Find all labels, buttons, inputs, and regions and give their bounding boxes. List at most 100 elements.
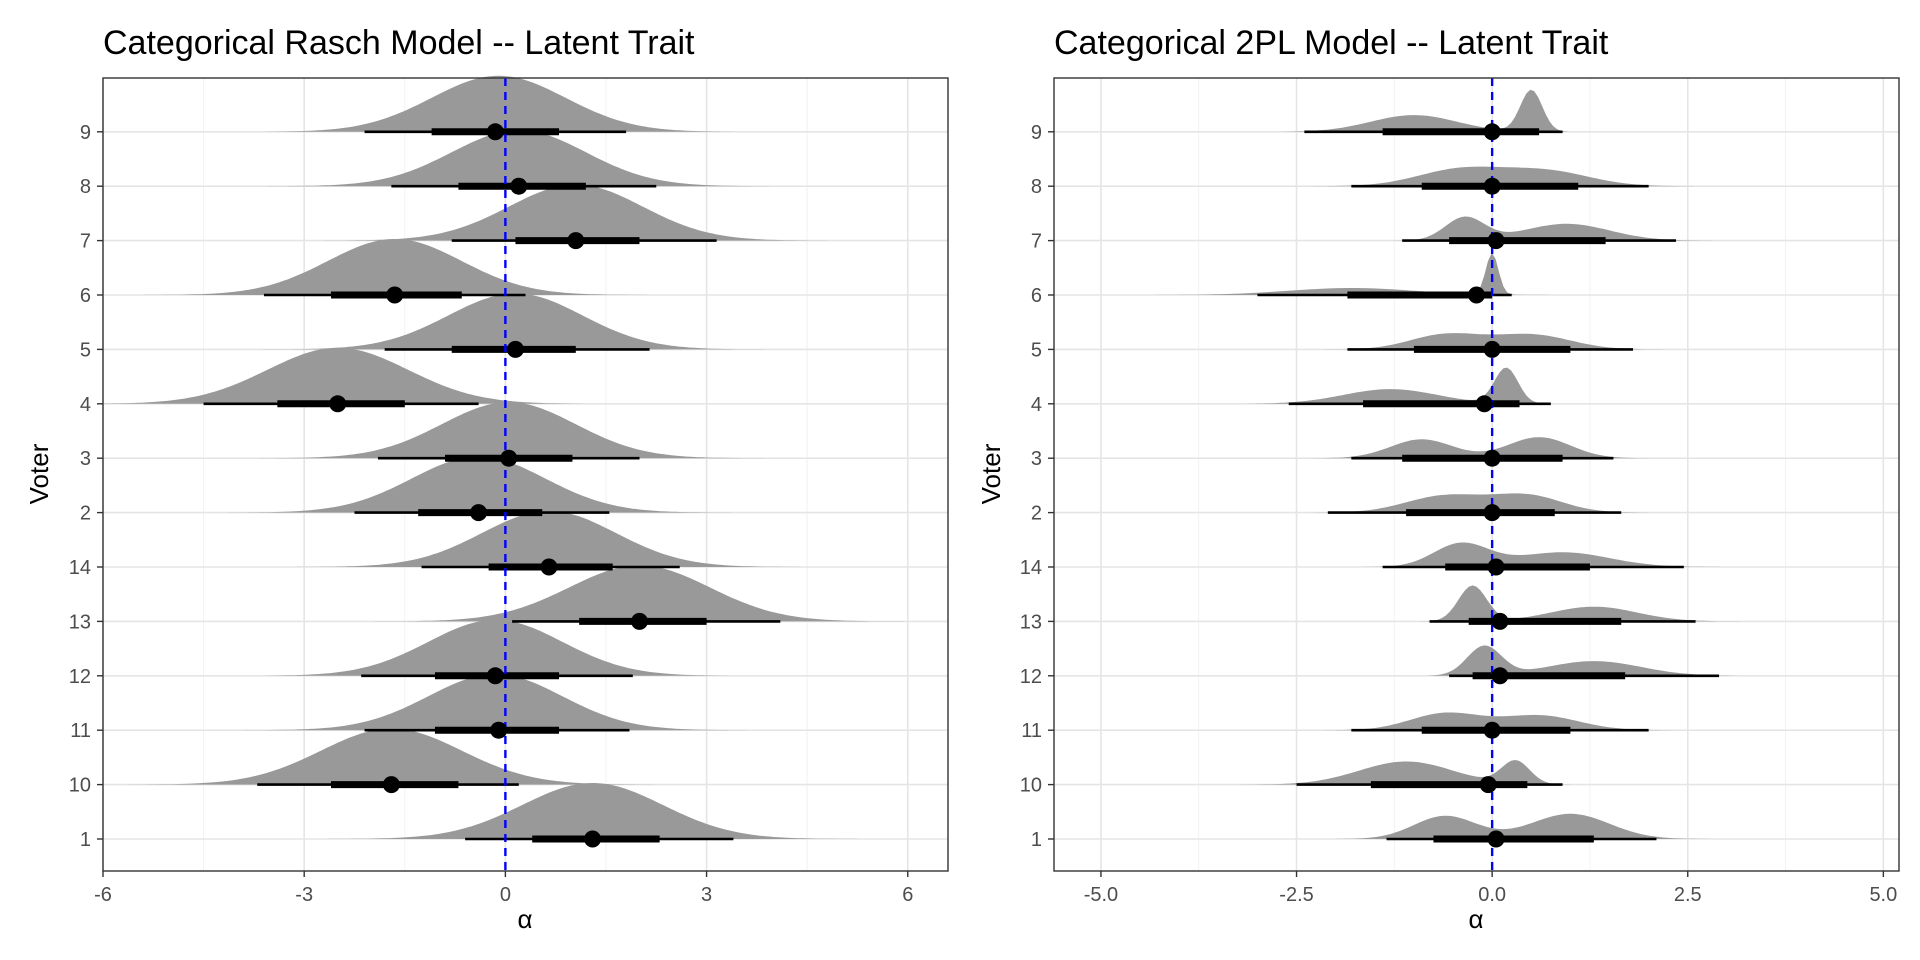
twopl-median-point-11	[1483, 721, 1501, 739]
rasch-y-tick-label: 2	[80, 503, 91, 525]
rasch-density-ridge-12	[103, 619, 948, 676]
twopl-y-tick-label: 5	[1031, 339, 1042, 361]
twopl-panel: Categorical 2PL Model -- Latent Trait 11…	[976, 24, 1900, 934]
rasch-median-point-3	[500, 449, 518, 467]
twopl-x-tick-labels: -5.0 -2.5 0.0 2.5 5.0	[1084, 871, 1897, 906]
twopl-y-tick-label: 1	[1031, 829, 1042, 851]
twopl-y-tick-label: 2	[1031, 503, 1042, 525]
twopl-x-tick-label: 2.5	[1674, 884, 1702, 906]
rasch-y-tick-label: 1	[80, 829, 91, 851]
twopl-median-point-2	[1483, 504, 1501, 522]
rasch-y-axis-title: Voter	[24, 443, 54, 504]
rasch-density-ridge-1	[103, 783, 948, 839]
rasch-density-ridge-5	[103, 293, 948, 350]
twopl-y-tick-label: 13	[1020, 611, 1042, 633]
rasch-y-tick-label: 6	[80, 285, 91, 307]
twopl-density-ridge-14	[1054, 542, 1899, 567]
rasch-median-point-13	[631, 612, 649, 630]
rasch-median-point-7	[567, 232, 585, 250]
twopl-density-ridge-13	[1054, 585, 1899, 622]
twopl-median-point-1	[1487, 830, 1505, 848]
rasch-density-ridge-8	[103, 130, 948, 187]
rasch-y-tick-label: 9	[80, 122, 91, 144]
twopl-x-tick-label: 0.0	[1478, 884, 1506, 906]
rasch-y-tick-label: 3	[80, 448, 91, 470]
twopl-median-point-3	[1483, 449, 1501, 467]
rasch-panel-title: Categorical Rasch Model -- Latent Trait	[103, 24, 695, 62]
twopl-plot-area	[1054, 78, 1899, 871]
rasch-density-ridge-3	[103, 402, 948, 459]
rasch-density-ridge-14	[103, 511, 948, 567]
rasch-density-ridge-7	[103, 184, 948, 241]
twopl-y-tick-label: 11	[1021, 720, 1042, 742]
twopl-median-point-6	[1468, 286, 1485, 304]
twopl-marks	[1054, 78, 1899, 871]
twopl-y-tick-label: 14	[1020, 557, 1042, 579]
twopl-median-point-4	[1475, 395, 1493, 413]
rasch-y-tick-label: 7	[80, 231, 91, 253]
twopl-median-point-10	[1479, 776, 1497, 794]
rasch-y-tick-label: 5	[80, 339, 91, 361]
rasch-panel-border	[102, 77, 949, 872]
rasch-y-tick-label: 14	[69, 557, 91, 579]
rasch-y-tick-label: 11	[70, 720, 91, 742]
rasch-y-tick-label: 10	[69, 775, 91, 797]
twopl-median-point-9	[1483, 123, 1501, 141]
twopl-panel-title: Categorical 2PL Model -- Latent Trait	[1054, 24, 1609, 62]
rasch-median-point-14	[540, 558, 558, 576]
rasch-density-ridge-9	[103, 75, 948, 132]
rasch-median-point-11	[490, 721, 508, 739]
twopl-y-tick-label: 10	[1020, 775, 1042, 797]
twopl-density-ridge-11	[1054, 712, 1899, 731]
twopl-density-ridge-1	[1054, 813, 1899, 839]
rasch-x-tick-label: 6	[902, 884, 913, 906]
twopl-y-axis-title: Voter	[976, 443, 1006, 504]
rasch-panel: Categorical Rasch Model -- Latent Trait …	[24, 24, 949, 934]
twopl-median-point-12	[1491, 667, 1509, 685]
rasch-x-tick-label: -6	[94, 884, 112, 906]
twopl-x-tick-label: -2.5	[1279, 884, 1313, 906]
rasch-density-ridge-10	[103, 728, 948, 785]
rasch-x-tick-labels: -6 -3 0 3 6	[94, 871, 913, 906]
rasch-x-tick-label: 3	[701, 884, 712, 906]
twopl-x-axis-title: α	[1468, 904, 1483, 934]
rasch-density-ridge-13	[103, 565, 948, 622]
twopl-median-point-8	[1483, 177, 1501, 195]
rasch-marks	[103, 75, 948, 871]
twopl-y-tick-label: 12	[1020, 666, 1042, 688]
twopl-density-ridge-8	[1054, 166, 1899, 187]
rasch-density-ridge-4	[103, 347, 948, 404]
rasch-y-tick-label: 8	[80, 176, 91, 198]
twopl-x-tick-label: 5.0	[1869, 884, 1897, 906]
rasch-median-point-5	[506, 340, 524, 358]
rasch-density-ridge-11	[103, 674, 948, 731]
rasch-density-ridge-2	[103, 456, 948, 513]
rasch-y-tick-label: 13	[69, 611, 91, 633]
twopl-x-tick-label: -5.0	[1084, 884, 1118, 906]
rasch-median-point-12	[486, 667, 504, 685]
twopl-y-tick-label: 6	[1031, 285, 1042, 307]
twopl-median-point-13	[1491, 612, 1509, 630]
twopl-density-ridge-5	[1054, 333, 1899, 350]
twopl-y-tick-label: 9	[1031, 122, 1042, 144]
twopl-density-ridge-3	[1054, 437, 1899, 459]
rasch-y-tick-labels: 1 10 11 12 13 14 2 3 4 5 6 7 8 9	[69, 122, 103, 851]
rasch-x-tick-label: -3	[295, 884, 313, 906]
rasch-median-point-4	[329, 395, 347, 413]
rasch-y-tick-label: 4	[80, 394, 91, 416]
twopl-y-tick-labels: 1 10 11 12 13 14 2 3 4 5 6 7 8 9	[1020, 122, 1054, 851]
rasch-x-tick-label: 0	[500, 884, 511, 906]
twopl-y-tick-label: 8	[1031, 176, 1042, 198]
twopl-y-tick-label: 7	[1031, 231, 1042, 253]
rasch-median-point-10	[382, 776, 400, 794]
twopl-panel-border	[1053, 77, 1900, 872]
twopl-median-point-14	[1487, 558, 1505, 576]
rasch-median-point-9	[486, 123, 504, 141]
rasch-median-point-6	[386, 286, 404, 304]
rasch-median-point-1	[584, 830, 602, 848]
rasch-median-point-2	[470, 504, 488, 522]
twopl-median-point-5	[1483, 340, 1501, 358]
twopl-density-ridge-2	[1054, 493, 1899, 513]
